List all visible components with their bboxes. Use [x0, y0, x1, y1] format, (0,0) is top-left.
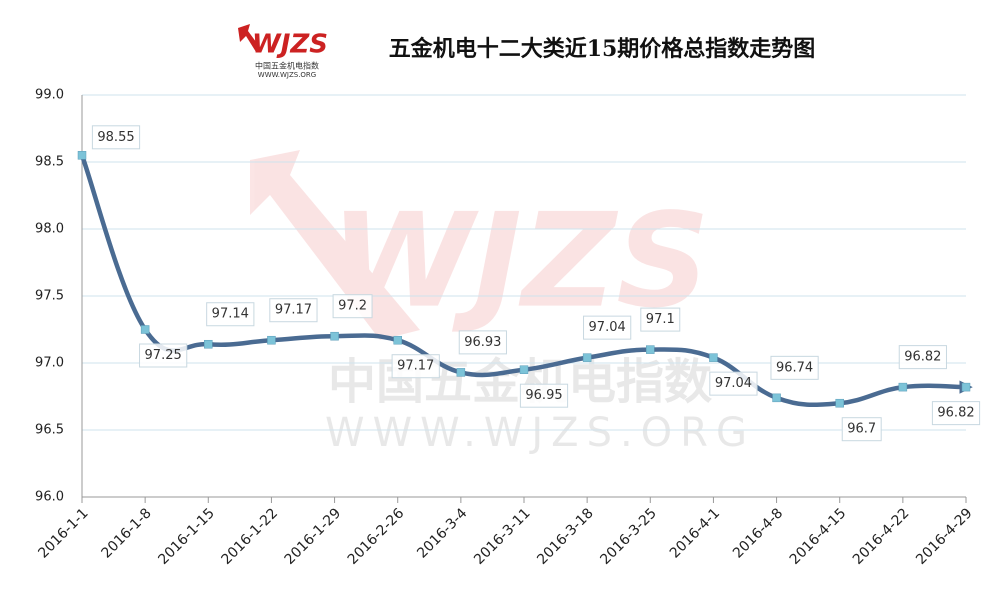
y-tick-label: 97.5 [35, 289, 64, 304]
value-label-text: 97.14 [212, 307, 249, 322]
value-label: 96.82 [898, 345, 947, 370]
value-label-text: 96.82 [904, 350, 941, 365]
marker [393, 335, 402, 345]
logo-arrow [238, 24, 262, 52]
marker [646, 345, 655, 354]
y-tick-label: 98.0 [35, 222, 64, 237]
value-label-text: 97.04 [589, 320, 626, 335]
value-label-box [139, 343, 188, 368]
value-label: 96.74 [770, 355, 819, 380]
value-label: 97.14 [206, 302, 255, 327]
marker [709, 353, 718, 362]
x-tick-label: 2016-4-8 [730, 505, 786, 561]
chart-title: 五金机电十二大类近15期价格总指数走势图 [389, 36, 816, 62]
marker [835, 398, 844, 408]
value-label: 97.25 [139, 343, 188, 368]
value-label-box [458, 330, 507, 355]
value-label-text: 96.7 [847, 422, 876, 437]
logo-mark: WJZS [252, 30, 328, 60]
x-tick-label: 2016-3-11 [471, 505, 534, 568]
value-label-text: 96.95 [525, 388, 562, 403]
value-label-box [519, 383, 569, 408]
x-tick-label: 2016-3-25 [597, 505, 660, 568]
marker [267, 335, 276, 345]
value-label-box [269, 298, 318, 323]
value-label: 96.95 [519, 383, 569, 408]
x-tick-label: 2016-4-29 [913, 505, 976, 568]
marker [330, 331, 339, 341]
value-label-text: 97.25 [145, 348, 182, 363]
value-label-box [391, 354, 440, 379]
x-tick-label: 2016-4-15 [787, 505, 850, 568]
value-label-box [332, 294, 373, 319]
value-label: 97.04 [709, 371, 758, 396]
marker [961, 382, 971, 392]
marker [898, 382, 908, 392]
value-label: 97.2 [332, 294, 373, 319]
logo-url: WWW.WJZS.ORG [258, 71, 316, 79]
x-tick-label: 2016-3-4 [414, 505, 470, 561]
x-tick-label: 2016-1-22 [219, 505, 282, 568]
marker [140, 325, 150, 334]
y-tick-label: 96.5 [35, 423, 64, 438]
value-label: 96.93 [458, 330, 507, 355]
value-label: 97.04 [583, 315, 632, 340]
x-tick-label: 2016-1-29 [282, 505, 345, 568]
value-label-text: 96.82 [937, 406, 974, 421]
marker [77, 151, 87, 160]
value-label-text: 96.93 [464, 335, 501, 350]
marker [582, 353, 592, 362]
watermark-arrow [250, 150, 420, 340]
x-tick-label: 2016-1-15 [155, 505, 218, 568]
y-tick-label: 99.0 [35, 88, 64, 103]
marker [519, 365, 529, 374]
y-tick-label: 98.5 [35, 155, 64, 170]
value-label-box [770, 355, 819, 380]
logo-name: 中国五金机电指数 [255, 61, 319, 71]
watermark-url: WWW.WJZS.ORG [325, 410, 755, 456]
value-label-text: 97.17 [397, 359, 434, 374]
value-label-box [931, 401, 981, 426]
value-label: 96.7 [841, 417, 882, 442]
value-label-box [841, 417, 882, 442]
value-label: 96.82 [931, 401, 981, 426]
y-tick-label: 97.0 [35, 356, 64, 371]
value-label: 97.17 [391, 354, 440, 379]
value-label-text: 98.55 [97, 130, 134, 145]
value-label-text: 96.74 [776, 360, 813, 375]
value-label-box [91, 125, 141, 150]
value-label-box [206, 302, 255, 327]
marker [204, 339, 213, 349]
x-tick-label: 2016-1-1 [35, 505, 91, 561]
y-tick-label: 96.0 [35, 490, 64, 505]
value-label-box [898, 345, 947, 370]
value-label-box [640, 307, 681, 332]
line [79, 154, 973, 408]
value-label: 98.55 [91, 125, 141, 150]
x-tick-label: 2016-3-18 [534, 505, 597, 568]
value-label-box [709, 371, 758, 396]
value-label: 97.1 [640, 307, 681, 332]
logo: WJZS 中国五金机电指数 WWW.WJZS.ORG [238, 24, 328, 79]
x-tick-label: 2016-4-22 [850, 505, 913, 568]
value-label-text: 97.17 [275, 303, 312, 318]
value-label: 97.17 [269, 298, 318, 323]
watermark: WJZS 中国五金机电指数 WWW.WJZS.ORG [250, 150, 755, 456]
value-label-box [583, 315, 632, 340]
x-tick-label: 2016-4-1 [667, 505, 723, 561]
x-tick-label: 2016-1-8 [99, 505, 155, 561]
value-label-text: 97.2 [338, 299, 367, 314]
marker [772, 393, 781, 403]
value-label-text: 97.04 [715, 376, 752, 391]
x-tick-label: 2016-2-26 [345, 505, 408, 568]
marker [456, 368, 466, 377]
value-label-text: 97.1 [646, 312, 675, 327]
